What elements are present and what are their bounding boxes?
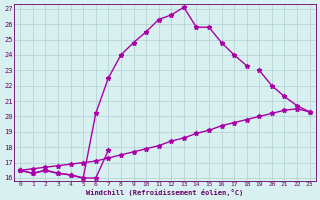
- X-axis label: Windchill (Refroidissement éolien,°C): Windchill (Refroidissement éolien,°C): [86, 189, 244, 196]
